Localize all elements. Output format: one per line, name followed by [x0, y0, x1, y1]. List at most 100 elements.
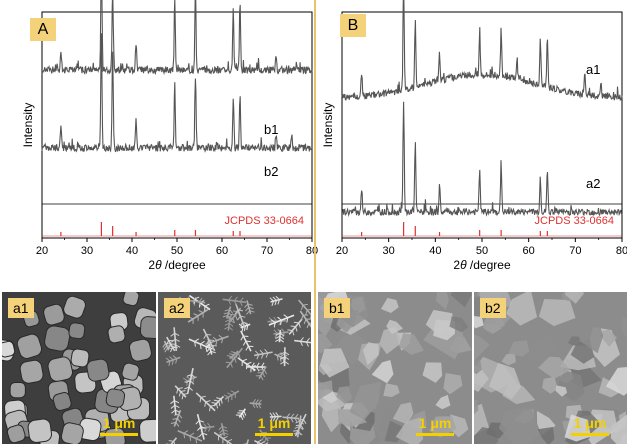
sem-dendrite-branch [208, 406, 211, 412]
sem-dendrite-branch [232, 318, 235, 324]
sem-dendrite-branch [275, 338, 280, 342]
x-tick-label: 70 [261, 245, 273, 257]
y-axis-label: Intensity [21, 103, 35, 148]
sem-dendrite-stem [202, 328, 216, 352]
sem-particle [86, 358, 110, 382]
sem-dendrite-branch [222, 425, 228, 429]
sem-dendrite-branch [294, 425, 300, 429]
sem-particle [43, 303, 65, 326]
sem-dendrite-branch [224, 326, 230, 330]
sem-dendrite-branch [243, 410, 247, 416]
x-tick-label: 30 [383, 245, 395, 257]
sem-dendrite-branch [170, 332, 175, 337]
series-label-a1: a1 [586, 62, 600, 77]
series-label-b1: b1 [264, 122, 278, 137]
y-axis-label: Intensity [321, 103, 335, 148]
sem-flake [542, 376, 558, 394]
sem-dendrite-branch [255, 350, 260, 355]
sem-dendrite-stem [222, 298, 247, 304]
sem-dendrite-branch [245, 340, 251, 343]
xrd-series-b1 [41, 33, 313, 153]
panel-a-tag: A [30, 18, 56, 41]
sem-dendrite-branch [284, 351, 290, 356]
sem-dendrite-branch [168, 440, 174, 442]
sem-dendrite-branch [272, 296, 277, 301]
sem-flake [337, 409, 368, 428]
panel-b-tag: B [340, 14, 366, 37]
sem-image-b1: b1 1 μm [318, 292, 472, 444]
sem-dendrite-branch [192, 300, 196, 306]
sem-dendrite-branch [305, 337, 310, 343]
sem-dendrite-branch [215, 403, 219, 409]
sem-dendrite-branch [186, 373, 192, 377]
sem-dendrite-branch [287, 329, 293, 331]
sem-dendrite-branch [204, 427, 208, 433]
sem-a1-tag: a1 [8, 298, 34, 318]
sem-dendrite-branch [176, 388, 179, 394]
sem-dendrite-branch [192, 296, 197, 302]
sem-dendrite-branch [199, 343, 202, 350]
sem-particle [128, 338, 152, 362]
sem-dendrite-branch [263, 369, 268, 375]
sem-dendrite-branch [282, 332, 286, 338]
sem-dendrite-branch [239, 297, 244, 302]
x-tick-label: 40 [126, 245, 138, 257]
sem-flake [422, 362, 443, 383]
sem-flake [474, 399, 479, 415]
sem-flake [398, 333, 424, 355]
sem-dendrite-branch [170, 421, 176, 424]
sem-dendrite-branch [228, 312, 233, 317]
sem-dendrite-branch [220, 398, 223, 404]
sem-particle [70, 348, 90, 368]
sem-dendrite-branch [202, 432, 208, 436]
sem-dendrite-branch [250, 364, 256, 368]
sem-dendrite-branch [305, 309, 308, 315]
sem-dendrite-branch [219, 432, 225, 437]
sem-flake [443, 373, 463, 395]
sem-dendrite-branch [298, 431, 303, 436]
sem-dendrite-branch [275, 332, 281, 336]
sem-dendrite-branch [212, 336, 218, 341]
sem-dendrite-branch [286, 417, 290, 423]
sem-dendrite-branch [190, 380, 195, 385]
sem-dendrite-branch [185, 380, 191, 384]
sem-dendrite-branch [186, 376, 191, 380]
sem-flake [488, 362, 522, 400]
sem-dendrite-branch [248, 345, 254, 348]
sem-dendrite-branch [295, 420, 301, 424]
sem-dendrite-branch [256, 354, 260, 360]
sem-dendrite-stem [278, 330, 282, 343]
sem-dendrite-branch [228, 299, 232, 305]
sem-dendrite-branch [200, 340, 205, 345]
sem-dendrite-branch [195, 435, 201, 439]
sem-dendrite-branch [240, 335, 244, 341]
sem-dendrite-branch [216, 397, 222, 400]
x-axis-label: 2θ /degree [148, 258, 206, 272]
sem-dendrite-branch [298, 322, 301, 328]
sem-dendrite-branch [265, 352, 269, 358]
sem-dendrite-branch [170, 404, 176, 409]
sem-dendrite-branch [204, 303, 210, 307]
sem-dendrite-branch [283, 314, 289, 319]
sem-particle [44, 325, 71, 352]
sem-flake [474, 334, 490, 361]
sem-dendrite-branch [227, 438, 233, 442]
sem-dendrite-branch [174, 400, 180, 404]
sem-dendrite-branch [275, 416, 280, 422]
sem-dendrite-branch [294, 417, 298, 423]
sem-dendrite-branch [168, 360, 171, 367]
scale-bar-a1: 1 μm [100, 415, 138, 436]
sem-flake [579, 320, 604, 354]
sem-dendrite-branch [198, 301, 202, 307]
sem-dendrite-branch [198, 310, 204, 314]
x-tick-label: 80 [616, 245, 627, 257]
sem-dendrite-branch [243, 335, 249, 338]
scale-bar-label: 1 μm [573, 415, 607, 431]
sem-dendrite-branch [299, 341, 303, 347]
sem-dendrite-branch [260, 440, 266, 444]
sem-dendrite-branch [272, 412, 277, 417]
sem-dendrite-branch [195, 420, 200, 425]
sem-dendrite-branch [229, 319, 234, 324]
sem-dendrite-branch [195, 438, 198, 444]
sem-dendrite-branch [269, 412, 274, 418]
